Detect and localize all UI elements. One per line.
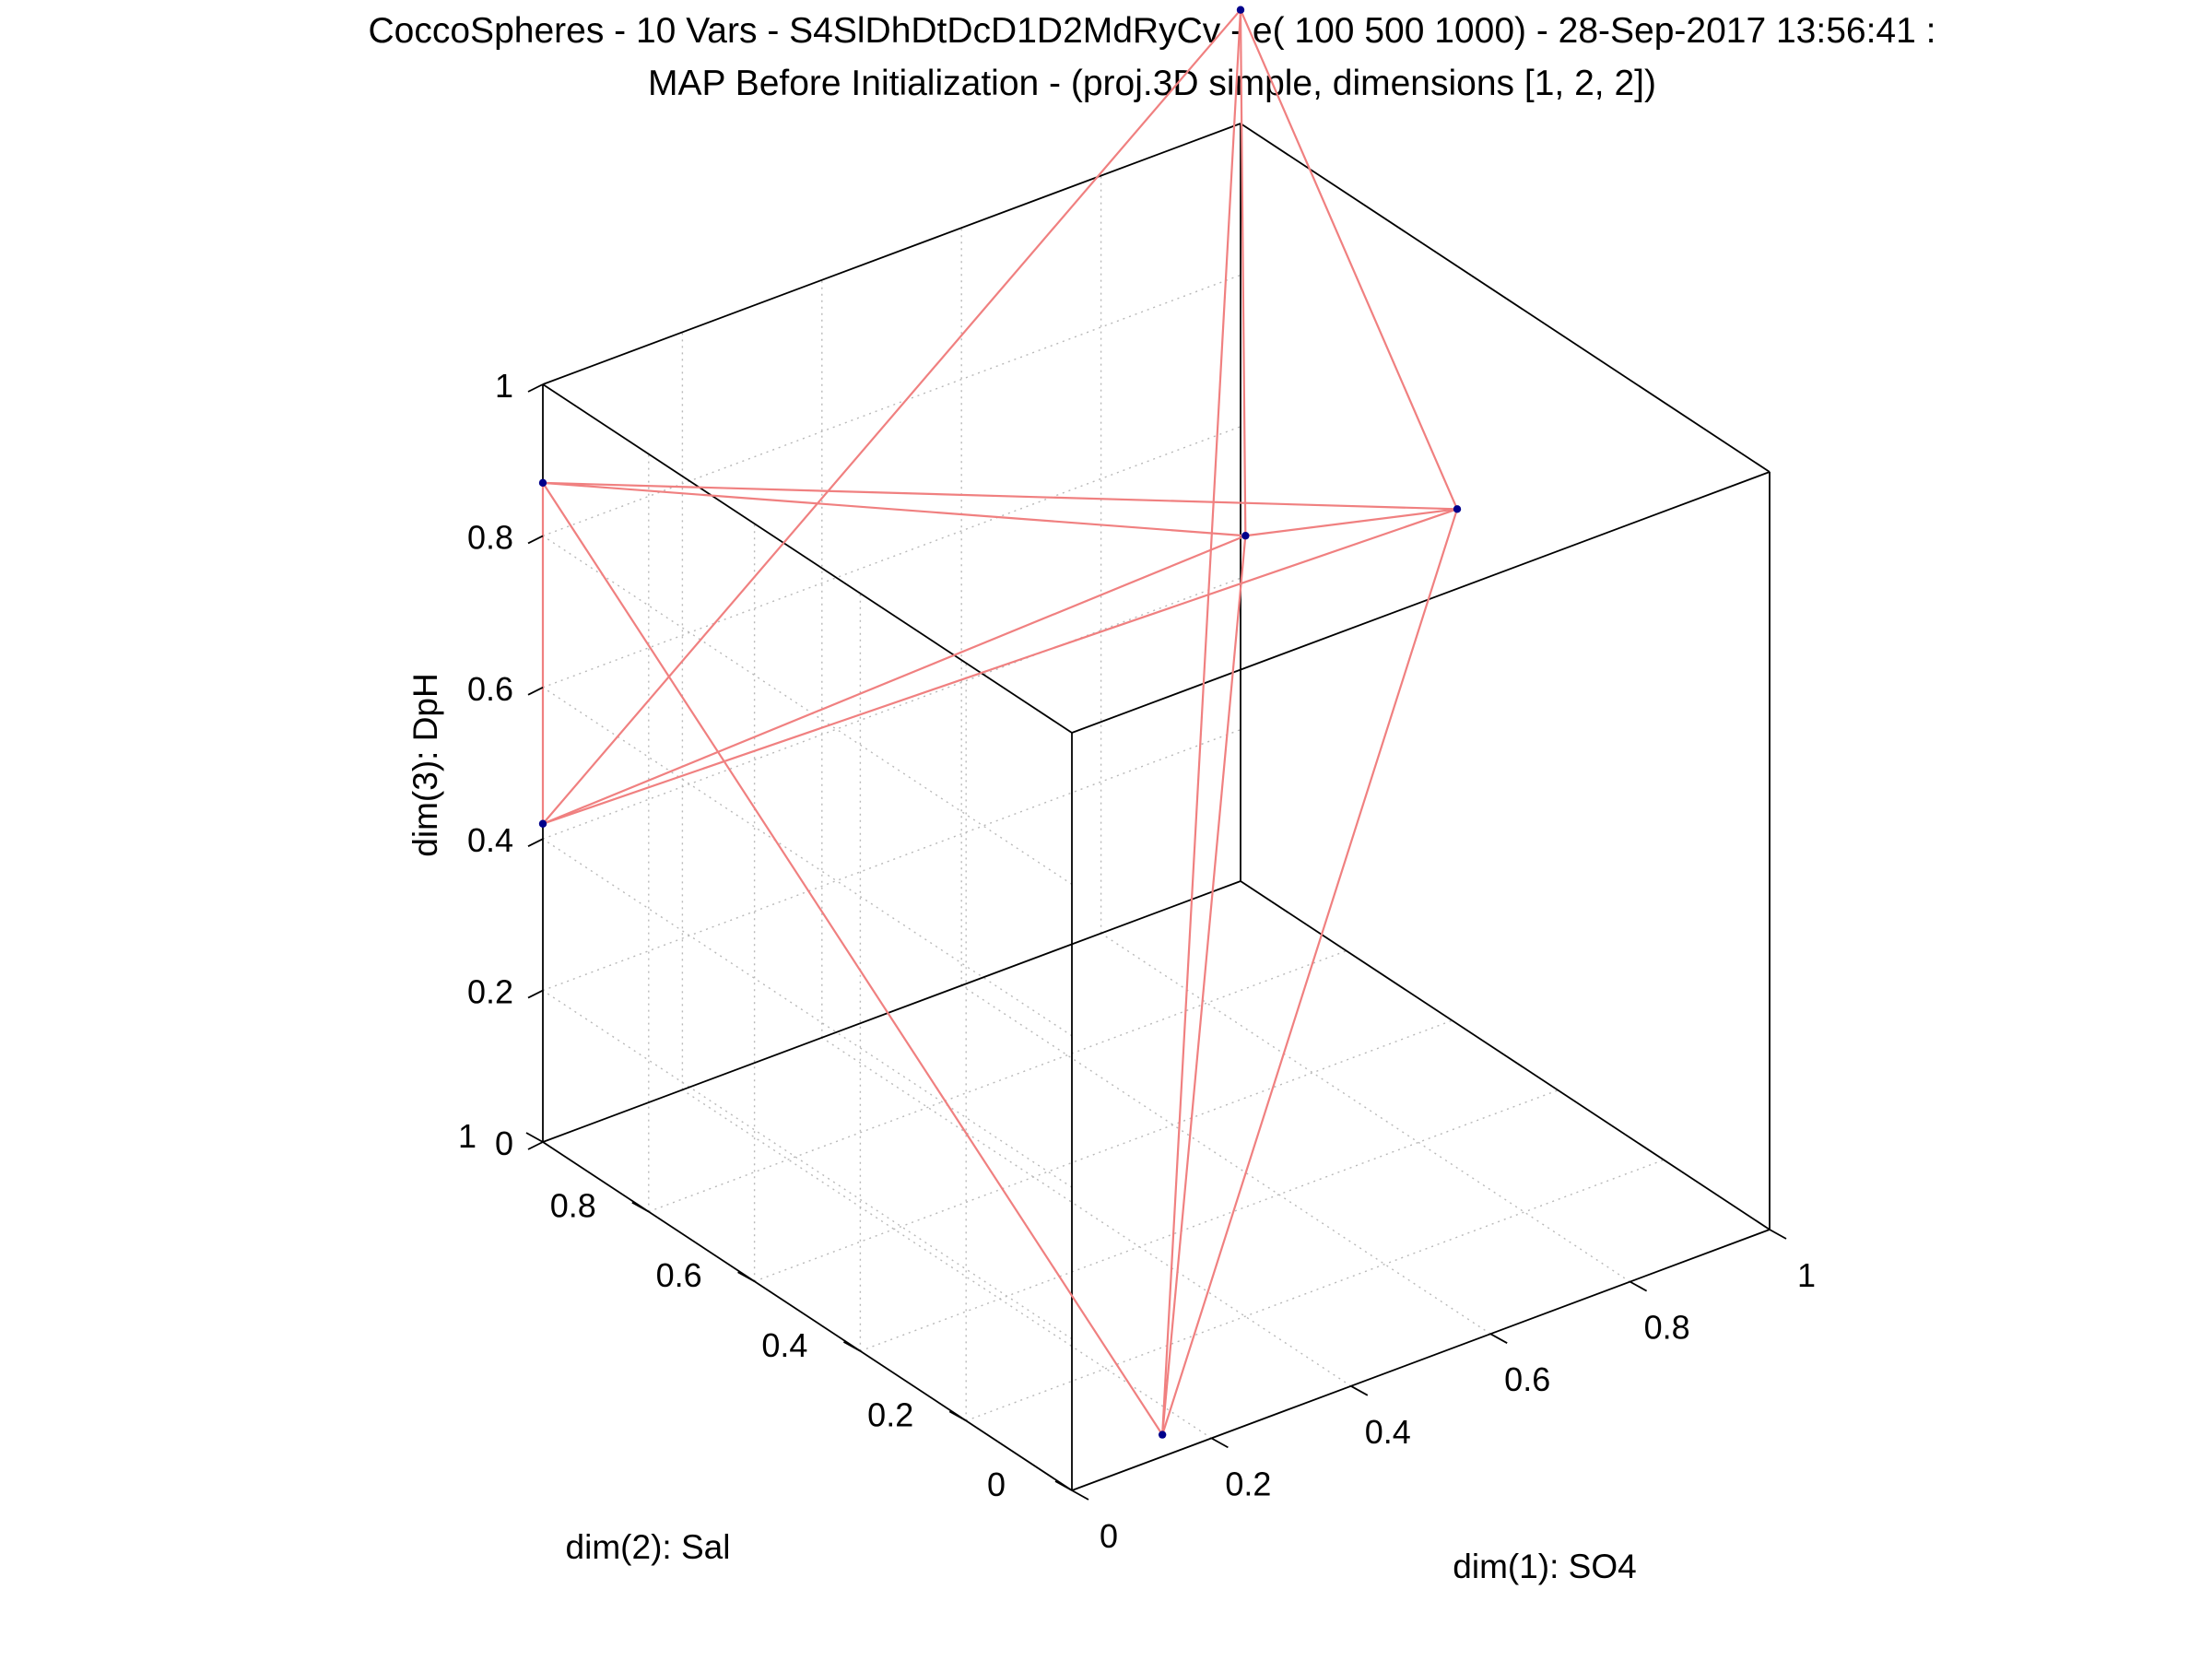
map-link <box>1239 8 1247 537</box>
grid-line <box>542 990 1073 1340</box>
x-tick <box>1071 1489 1089 1501</box>
grid-line <box>682 1089 1212 1439</box>
map-neuron <box>1158 1430 1167 1439</box>
grid-line <box>965 1159 1665 1422</box>
x-tick <box>1350 1385 1369 1396</box>
grid-line <box>648 949 1347 1213</box>
map-link <box>541 8 1242 825</box>
box-edge <box>1071 471 1771 734</box>
map-link <box>1239 8 1459 511</box>
y-tick <box>631 1201 650 1213</box>
x-tick-label: 0 <box>1100 1517 1118 1555</box>
chart-title-line-1: CoccoSpheres - 10 Vars - S4SlDhDtDcD1D2M… <box>369 11 1936 51</box>
box-edge <box>542 123 1241 385</box>
y-tick <box>525 1132 544 1143</box>
map-link <box>1161 508 1459 1436</box>
y-tick <box>842 1341 861 1352</box>
axis-ticks: 00.20.40.60.8100.20.40.60.8100.20.40.60.… <box>458 367 1816 1555</box>
y-tick <box>737 1271 756 1282</box>
z-tick <box>527 1141 544 1150</box>
box-edge <box>1071 1229 1771 1491</box>
map-links <box>541 8 1459 1436</box>
x-tick-label: 1 <box>1797 1256 1816 1294</box>
z-tick <box>527 535 544 545</box>
y-tick-label: 0.4 <box>761 1326 807 1364</box>
z-tick <box>527 989 544 999</box>
grid-line <box>542 577 1241 840</box>
map-link <box>541 481 1247 537</box>
grid-line <box>542 535 1073 885</box>
box-edge <box>1240 880 1771 1230</box>
map-link <box>541 481 1164 1436</box>
map-neuron <box>538 478 547 488</box>
map-neuron <box>1241 532 1250 540</box>
x-tick-label: 0.6 <box>1504 1360 1550 1398</box>
y-tick <box>1054 1480 1073 1491</box>
z-tick <box>527 838 544 848</box>
y-axis-label: dim(2): Sal <box>566 1528 731 1566</box>
y-tick-label: 0.2 <box>867 1395 913 1433</box>
y-tick-label: 0.8 <box>550 1187 596 1225</box>
map-link <box>1244 508 1459 537</box>
y-tick-label: 0.6 <box>656 1256 702 1294</box>
box-edge <box>542 880 1241 1143</box>
map-link <box>541 481 1459 511</box>
grid-line <box>821 1037 1352 1387</box>
x-tick-label: 0.8 <box>1644 1309 1690 1347</box>
z-tick <box>527 383 544 393</box>
z-tick-label: 1 <box>495 367 513 405</box>
box-edge <box>542 383 1073 734</box>
z-tick-label: 0.6 <box>467 670 513 708</box>
z-tick-label: 0 <box>495 1124 513 1162</box>
grid-line <box>754 1019 1453 1282</box>
map-link <box>541 508 1459 825</box>
x-tick <box>1769 1229 1787 1240</box>
x-tick <box>1630 1280 1648 1292</box>
grid-line <box>542 838 1073 1188</box>
grid-line <box>542 687 1073 1037</box>
x-axis-label: dim(1): SO4 <box>1453 1548 1636 1585</box>
map-link <box>1161 8 1242 1436</box>
z-tick <box>527 686 544 696</box>
grid-line <box>860 1089 1559 1352</box>
map-neuron <box>1453 505 1462 513</box>
x-tick <box>1489 1333 1508 1344</box>
map-neurons <box>538 6 1462 1439</box>
grid-lines <box>542 175 1665 1439</box>
box-edge <box>542 1141 1073 1491</box>
z-axis-label: dim(3): DpH <box>406 673 444 856</box>
y-tick-label: 0 <box>987 1466 1006 1503</box>
map-neuron <box>1236 6 1245 14</box>
map-neuron <box>538 819 547 828</box>
grid-line <box>960 984 1491 1335</box>
z-tick-label: 0.2 <box>467 973 513 1011</box>
x-tick-label: 0.2 <box>1225 1465 1271 1502</box>
box-edge <box>1240 123 1771 473</box>
map-link <box>1161 535 1247 1436</box>
y-tick-label: 1 <box>458 1117 477 1155</box>
grid-line <box>542 426 1241 689</box>
x-tick <box>1210 1437 1229 1449</box>
map-link <box>541 535 1247 825</box>
z-tick-label: 0.4 <box>467 821 513 859</box>
z-tick-label: 0.8 <box>467 518 513 556</box>
grid-line <box>542 728 1241 992</box>
chart-title-line-2: MAP Before Initialization - (proj.3D sim… <box>648 64 1656 103</box>
x-tick-label: 0.4 <box>1365 1413 1411 1451</box>
y-tick <box>948 1410 967 1422</box>
grid-line <box>1100 933 1630 1283</box>
